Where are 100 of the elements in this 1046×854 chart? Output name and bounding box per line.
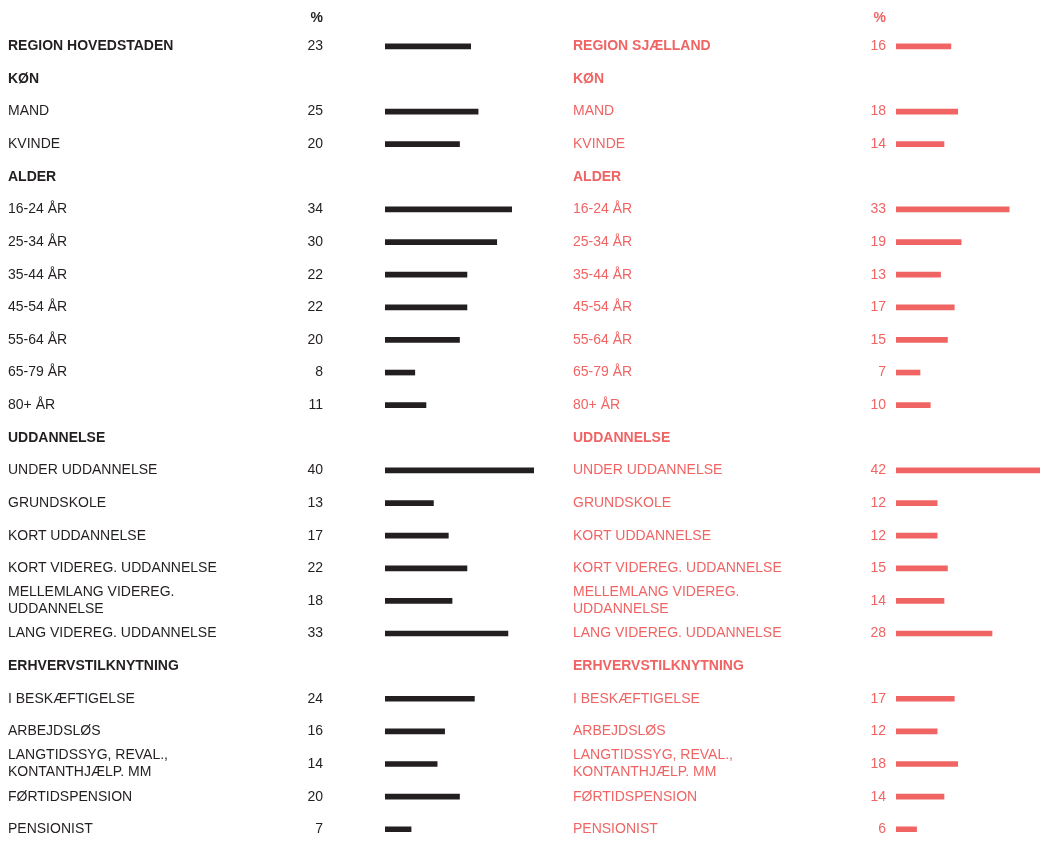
data-label: 8 (315, 363, 324, 380)
y-tick-label: ARBEJDSLØS (8, 722, 101, 739)
data-label: 28 (870, 624, 887, 641)
data-label: 42 (870, 461, 887, 478)
bar (385, 141, 460, 148)
y-tick-label: I BESKÆFTIGELSE (573, 689, 700, 706)
y-tick-label: 65-79 ÅR (8, 363, 68, 380)
y-tick-label: 55-64 ÅR (8, 330, 68, 347)
y-tick-label: 25-34 ÅR (8, 232, 68, 249)
y-tick-label: 35-44 ÅR (8, 265, 68, 282)
data-label: 30 (307, 232, 324, 249)
y-tick-label: FØRTIDSPENSION (8, 787, 133, 804)
data-label: 14 (870, 135, 887, 152)
y-tick-label: PENSIONIST (8, 820, 94, 837)
data-label: 24 (307, 689, 324, 706)
data-label: 16 (870, 37, 887, 54)
data-label: 17 (870, 298, 887, 315)
x-axis-title: % (310, 8, 324, 25)
bar (896, 271, 941, 278)
bar (385, 761, 438, 767)
bar (385, 500, 434, 506)
y-tick-label: GRUNDSKOLE (8, 493, 107, 510)
y-tick-label: ALDER (573, 167, 622, 184)
bar (385, 43, 472, 50)
bar (385, 271, 468, 278)
y-tick-label: UDDANNELSE (8, 428, 106, 445)
bar (896, 43, 952, 50)
data-label: 34 (307, 200, 324, 217)
data-label: 14 (307, 754, 324, 771)
data-label: 33 (307, 624, 324, 641)
y-tick-label: LANG VIDEREG. UDDANNELSE (8, 624, 217, 641)
y-tick-label: 25-34 ÅR (573, 232, 633, 249)
y-tick-label: LANGTIDSSYG, REVAL., KONTANTHJÆLP. MM (573, 746, 734, 780)
data-label: 33 (870, 200, 887, 217)
bar (896, 598, 945, 604)
bar (896, 304, 955, 311)
bar (385, 337, 460, 343)
data-label: 22 (307, 298, 324, 315)
y-tick-label: 16-24 ÅR (8, 200, 68, 217)
y-tick-label: 45-54 ÅR (573, 298, 633, 315)
y-tick-label: KVINDE (573, 135, 626, 152)
bar (896, 141, 945, 148)
data-label: 15 (870, 330, 887, 347)
data-label: 6 (878, 820, 887, 837)
y-tick-label: KVINDE (8, 135, 61, 152)
x-axis-title: % (873, 8, 887, 25)
bar (385, 826, 412, 833)
y-tick-label: 80+ ÅR (8, 396, 56, 413)
bar (896, 565, 948, 572)
y-tick-label: 35-44 ÅR (573, 265, 633, 282)
data-label: 12 (870, 493, 887, 510)
y-tick-label: MAND (573, 102, 615, 119)
y-tick-label: 65-79 ÅR (573, 363, 633, 380)
bar (385, 565, 468, 572)
y-tick-label: 45-54 ÅR (8, 298, 68, 315)
data-label: 40 (307, 461, 324, 478)
data-label: 15 (870, 559, 887, 576)
bar (896, 695, 955, 702)
y-tick-label: PENSIONIST (573, 820, 659, 837)
y-tick-label: MELLEMLANG VIDEREG. UDDANNELSE (8, 583, 175, 617)
data-label: 12 (870, 526, 887, 543)
y-tick-label: I BESKÆFTIGELSE (8, 689, 135, 706)
bar (385, 239, 498, 245)
data-label: 25 (307, 102, 324, 119)
data-label: 22 (307, 265, 324, 282)
y-tick-label: KORT VIDEREG. UDDANNELSE (8, 559, 217, 576)
data-label: 7 (878, 363, 887, 380)
y-tick-label: 80+ ÅR (573, 396, 621, 413)
bar (896, 239, 962, 245)
data-label: 20 (307, 330, 324, 347)
y-tick-label: KØN (8, 69, 40, 86)
data-label: 13 (307, 493, 324, 510)
y-tick-label: ALDER (8, 167, 57, 184)
bar (896, 532, 938, 539)
y-tick-label: KØN (573, 69, 605, 86)
data-label: 16 (307, 722, 324, 739)
data-label: 23 (307, 37, 324, 54)
y-tick-label: ERHVERVSTILKNYTNING (573, 657, 744, 674)
y-tick-label: ERHVERVSTILKNYTNING (8, 657, 179, 674)
data-label: 12 (870, 722, 887, 739)
data-label: 7 (315, 820, 324, 837)
bar (385, 695, 475, 702)
y-tick-label: UNDER UDDANNELSE (8, 461, 158, 478)
y-tick-label: 55-64 ÅR (573, 330, 633, 347)
bar (896, 761, 959, 767)
y-tick-label: MELLEMLANG VIDEREG. UDDANNELSE (573, 583, 740, 617)
y-tick-label: FØRTIDSPENSION (573, 787, 698, 804)
y-tick-label: KORT UDDANNELSE (8, 526, 146, 543)
y-tick-label: LANG VIDEREG. UDDANNELSE (573, 624, 782, 641)
data-label: 10 (870, 396, 887, 413)
bar (896, 826, 917, 833)
bar (385, 402, 427, 409)
bar (385, 598, 453, 604)
bar (896, 500, 938, 506)
data-label: 19 (870, 232, 887, 249)
y-tick-label: UNDER UDDANNELSE (573, 461, 723, 478)
y-tick-label: 16-24 ÅR (573, 200, 633, 217)
y-tick-label: REGION HOVEDSTADEN (8, 37, 174, 54)
data-label: 13 (870, 265, 887, 282)
bar (385, 304, 468, 311)
